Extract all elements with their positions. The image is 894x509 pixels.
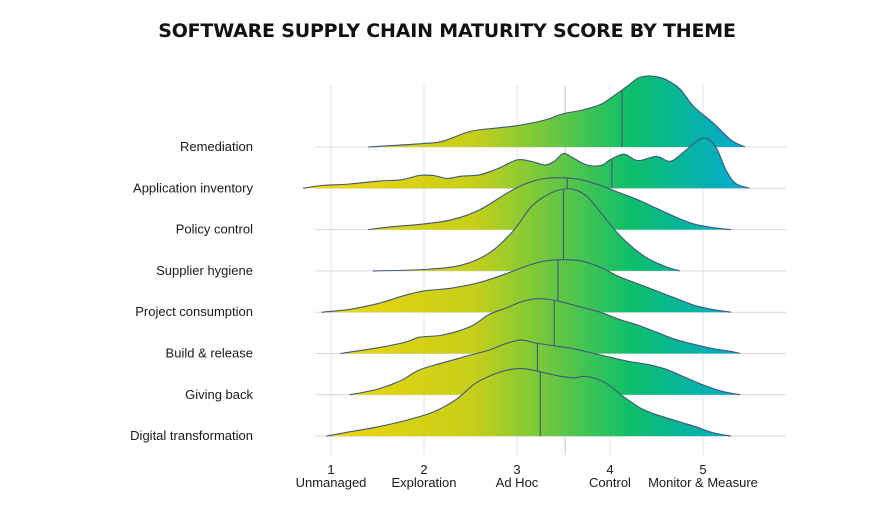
ridge-outline <box>372 188 680 272</box>
xtick-number: 4 <box>606 462 613 477</box>
ytick-label: Digital transformation <box>130 428 253 443</box>
ridge-outline <box>368 177 731 231</box>
ridge-area <box>340 298 741 354</box>
ytick-label: Project consumption <box>135 304 253 319</box>
ridge-area <box>303 137 750 189</box>
ytick-label: Remediation <box>180 139 253 154</box>
ridge-outline <box>321 259 731 313</box>
xtick-number: 2 <box>420 462 427 477</box>
xtick-label: Monitor & Measure <box>648 475 758 490</box>
ridge-supplier-hygiene <box>315 188 786 272</box>
ytick-label: Supplier hygiene <box>156 263 253 278</box>
ridge-outline <box>340 298 741 355</box>
ridges <box>303 75 786 437</box>
ridge-digital-transformation <box>315 368 786 437</box>
xtick-label: Ad Hoc <box>496 475 539 490</box>
ridge-outline <box>368 75 746 148</box>
chart-title: SOFTWARE SUPPLY CHAIN MATURITY SCORE BY … <box>158 20 736 42</box>
ridge-area <box>372 188 680 271</box>
xtick-number: 5 <box>699 462 706 477</box>
ytick-label: Policy control <box>176 222 253 237</box>
ytick-label: Build & release <box>166 346 253 361</box>
ridge-area <box>321 259 731 313</box>
xtick-label: Exploration <box>391 475 456 490</box>
y-axis-labels: Remediation Application inventory Policy c… <box>130 139 253 443</box>
xtick-label: Unmanaged <box>296 475 367 490</box>
ridge-outline <box>326 368 732 437</box>
ridge-outline <box>303 137 750 189</box>
xtick-label: Control <box>589 475 631 490</box>
ytick-label: Giving back <box>185 387 253 402</box>
ridge-remediation <box>315 75 786 148</box>
xtick-number: 1 <box>327 462 334 477</box>
xtick-number: 3 <box>513 462 520 477</box>
ridge-area <box>349 340 741 395</box>
ridge-area <box>326 368 731 437</box>
ridge-outline <box>349 339 741 396</box>
ytick-label: Application inventory <box>133 180 253 195</box>
ridge-area <box>368 75 745 147</box>
